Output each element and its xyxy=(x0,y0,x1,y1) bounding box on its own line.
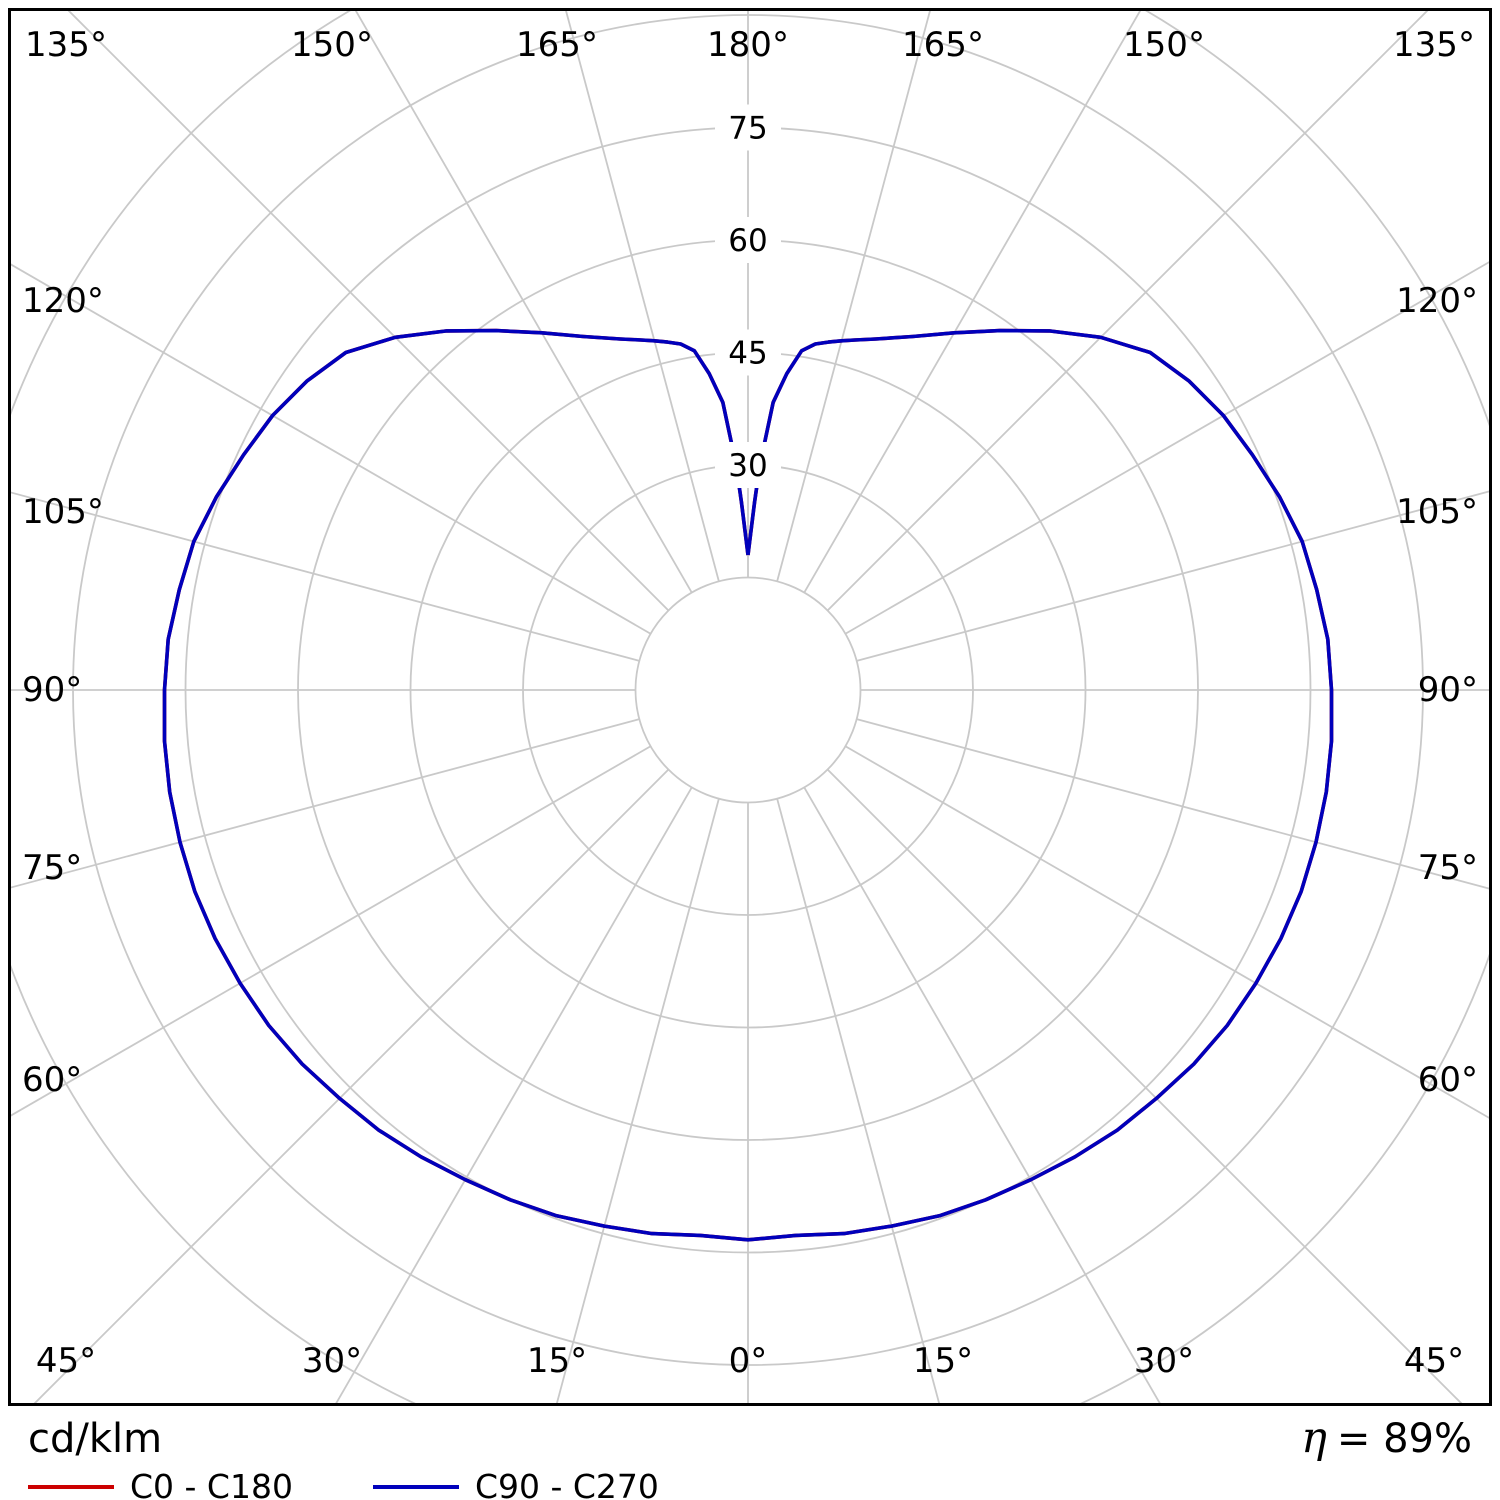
angle-label-top: 150° xyxy=(1123,25,1205,65)
angle-label-left: 105° xyxy=(22,492,104,532)
eta-symbol: η xyxy=(1301,1413,1327,1463)
radial-tick-label: 45 xyxy=(728,336,767,372)
angle-grid-line xyxy=(776,10,932,582)
curve-c90-c270 xyxy=(162,328,1334,1242)
efficiency-label: η = 89% xyxy=(1301,1413,1472,1463)
legend-item: C90 - C270 xyxy=(372,1467,659,1500)
angle-grid-line xyxy=(10,718,640,889)
angle-grid-line xyxy=(776,798,941,1404)
radial-grid-ring xyxy=(10,10,1490,1404)
angle-label-bottom: 30° xyxy=(302,1341,362,1381)
radial-tick-label: 60 xyxy=(728,223,767,259)
angle-grid-line xyxy=(354,10,693,594)
angle-grid-line xyxy=(334,786,693,1404)
angle-grid-line xyxy=(826,768,1464,1404)
angle-grid-line xyxy=(555,798,720,1404)
radial-tick-label: 75 xyxy=(728,111,767,147)
angle-label-top: 135° xyxy=(1393,25,1475,65)
angle-label-bottom: 30° xyxy=(1134,1341,1194,1381)
angle-grid-line xyxy=(10,491,640,662)
angle-label-top: 135° xyxy=(25,25,107,65)
legend-swatch-c90-c270 xyxy=(372,1484,459,1489)
angle-grid-line xyxy=(564,10,720,582)
legend-label: C90 - C270 xyxy=(474,1467,659,1500)
angle-label-right: 75° xyxy=(1418,848,1478,888)
angle-label-right: 90° xyxy=(1418,670,1478,710)
radial-grid-ring xyxy=(634,576,862,804)
efficiency-value: = 89% xyxy=(1336,1416,1472,1462)
angle-label-left: 90° xyxy=(22,670,82,710)
legend-swatch-c0-c180 xyxy=(28,1484,114,1489)
plot-area: 30 45 60 75 135° 150° 165° 180° 165° 150° 135° 45° 3… xyxy=(10,10,1490,1404)
angle-label-bottom: 15° xyxy=(913,1341,973,1381)
radial-tick-label: 30 xyxy=(728,448,767,484)
angle-grid-line xyxy=(856,718,1490,890)
angle-grid-line xyxy=(10,745,652,1118)
chart-frame xyxy=(8,8,1492,1406)
angle-label-bottom: 0° xyxy=(729,1341,768,1381)
angle-grid-line xyxy=(32,768,670,1404)
angle-grid-line xyxy=(844,745,1490,1120)
radial-label-backing xyxy=(715,442,781,488)
angle-label-bottom: 45° xyxy=(36,1341,96,1381)
legend: C0 - C180 C90 - C270 xyxy=(28,1470,739,1500)
angle-label-top: 165° xyxy=(516,25,598,65)
angle-label-right: 120° xyxy=(1396,281,1478,321)
chart-footer: cd/klm η = 89% xyxy=(0,1413,1500,1463)
angle-grid-line xyxy=(803,10,1142,594)
angle-label-right: 60° xyxy=(1418,1060,1478,1100)
angle-grid-line xyxy=(66,10,670,612)
polar-chart: 30 45 60 75 135° 150° 165° 180° 165° 150° 135° 45° 3… xyxy=(8,8,1492,1406)
angle-grid-line xyxy=(10,262,652,635)
radial-label-backing xyxy=(715,329,781,376)
angle-grid-line xyxy=(844,260,1490,635)
angle-label-left: 75° xyxy=(22,848,82,888)
legend-label: C0 - C180 xyxy=(130,1467,293,1500)
angle-label-bottom: 15° xyxy=(527,1341,587,1381)
angle-label-left: 60° xyxy=(22,1060,82,1100)
angle-grid-line xyxy=(803,786,1162,1404)
angle-label-top: 180° xyxy=(707,25,789,65)
angle-label-top: 150° xyxy=(291,25,373,65)
angle-grid-line xyxy=(826,10,1430,612)
angle-label-left: 120° xyxy=(22,281,104,321)
angle-label-bottom: 45° xyxy=(1404,1341,1464,1381)
angle-label-top: 165° xyxy=(902,25,984,65)
angle-grid-line xyxy=(856,490,1490,662)
angle-label-right: 105° xyxy=(1396,492,1478,532)
unit-label: cd/klm xyxy=(28,1416,163,1462)
legend-item: C0 - C180 xyxy=(28,1470,293,1500)
radial-label-backing xyxy=(715,217,781,263)
radial-label-backing xyxy=(715,104,781,151)
